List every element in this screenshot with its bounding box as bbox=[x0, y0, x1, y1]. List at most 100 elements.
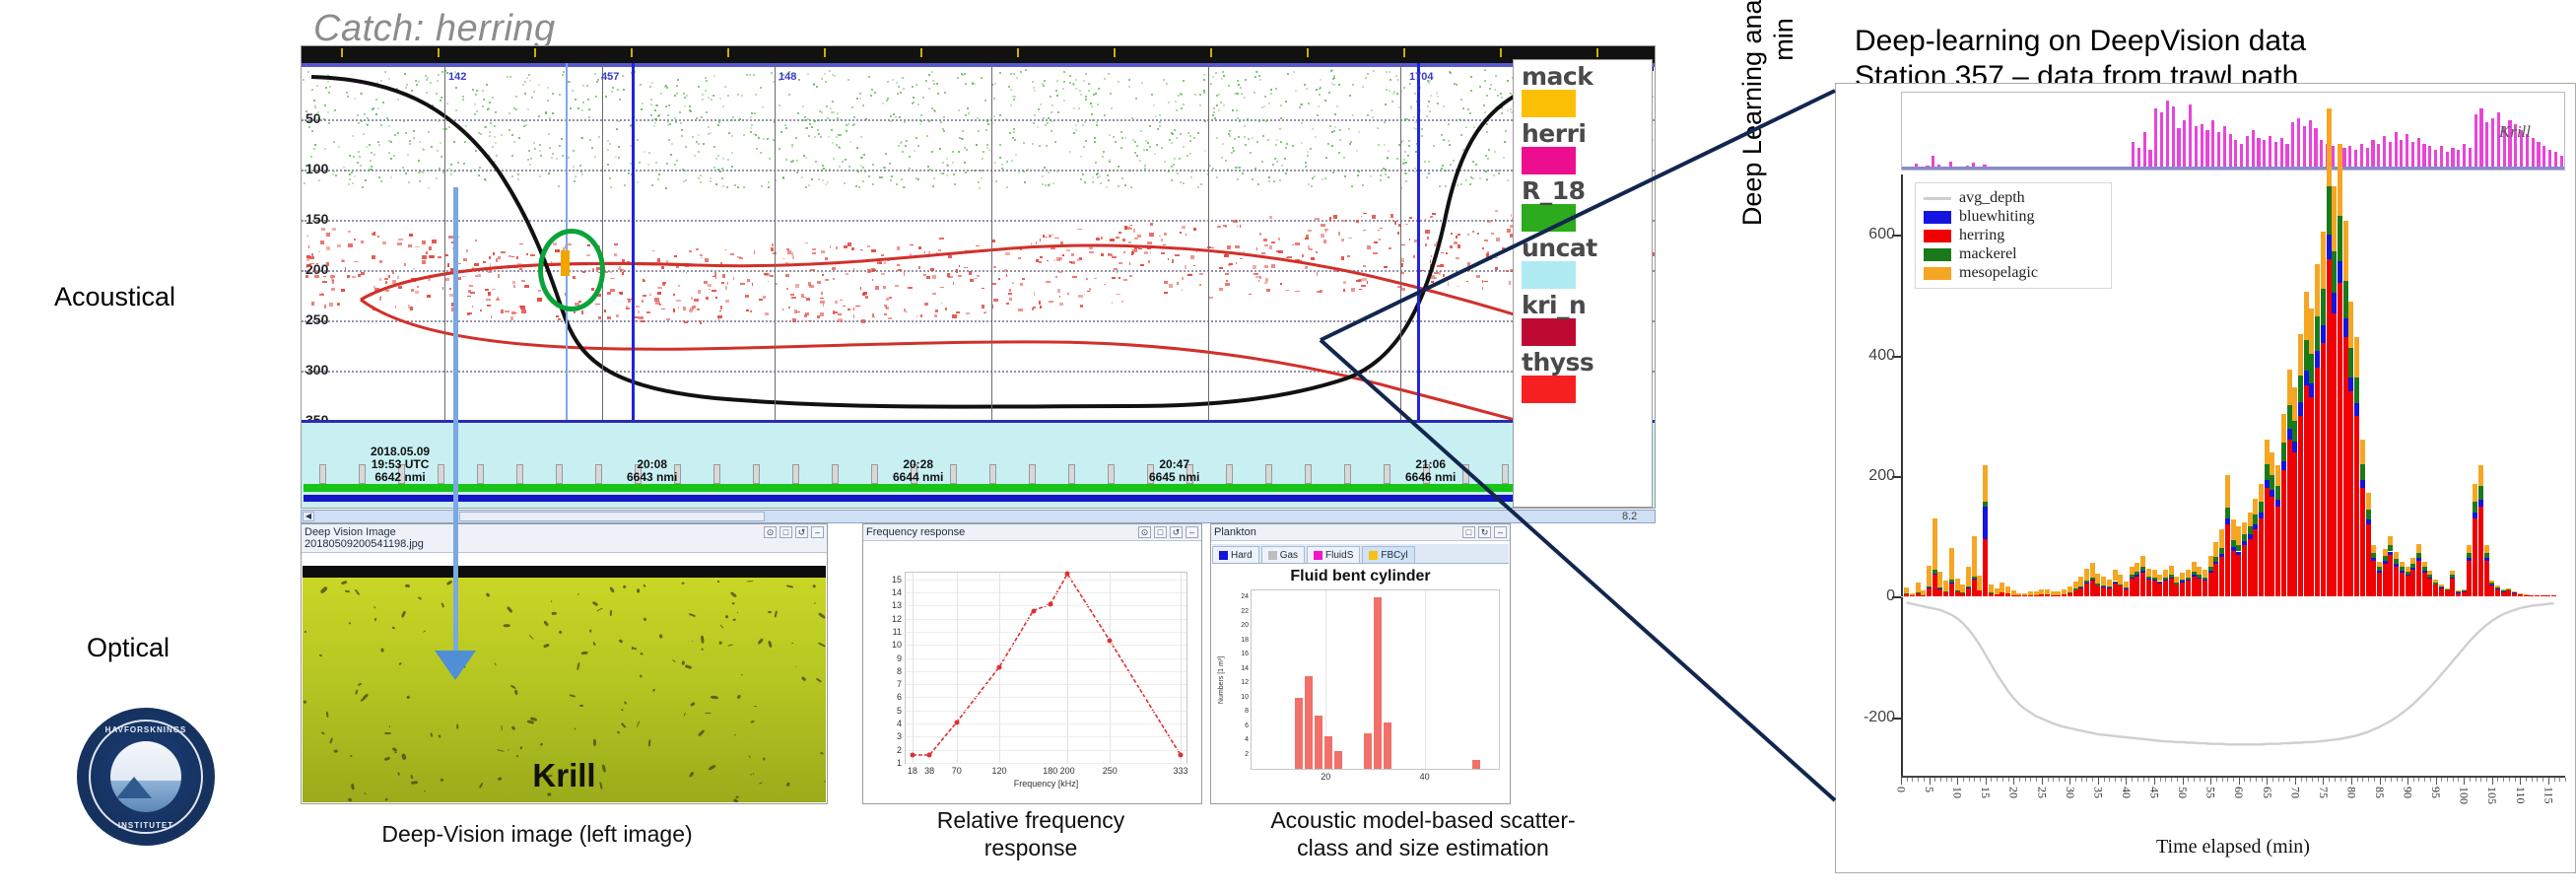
bar-segment-mesopelagic bbox=[2489, 580, 2495, 584]
echogram-legend-item[interactable]: R_18 bbox=[1522, 178, 1652, 232]
x-tick bbox=[2412, 778, 2414, 782]
bar-segment-bluewhiting bbox=[2500, 590, 2506, 592]
krill-strip-bar bbox=[2359, 144, 2363, 170]
echogram-legend-item[interactable]: uncat bbox=[1522, 236, 1652, 289]
window-button-1[interactable]: □ bbox=[1154, 526, 1167, 538]
bar-segment-herring bbox=[2259, 517, 2265, 597]
bar-segment-mackerel bbox=[2145, 576, 2151, 580]
x-tick bbox=[2429, 778, 2431, 782]
bar-segment-mesopelagic bbox=[2000, 582, 2005, 592]
echogram-legend-item[interactable]: herri bbox=[1522, 121, 1652, 174]
plankton-window[interactable]: Plankton □ ↻ – Hard Gas FluidS FBCyl Fluid … bbox=[1210, 523, 1511, 804]
fr-gridline bbox=[906, 723, 1186, 725]
window-button-0[interactable]: ⊙ bbox=[764, 526, 777, 538]
scroll-left-arrow[interactable]: ◀ bbox=[303, 512, 314, 521]
fr-vgridline bbox=[1110, 573, 1112, 763]
bar-segment-herring bbox=[1971, 580, 1977, 597]
bar-segment-herring bbox=[2388, 554, 2394, 597]
bar-segment-mackerel bbox=[2202, 577, 2207, 581]
stacked-bar bbox=[2129, 566, 2135, 597]
bar-segment-herring bbox=[2371, 560, 2377, 597]
bar-segment-bluewhiting bbox=[2303, 370, 2309, 386]
plankton-restore-button[interactable]: ↻ bbox=[1478, 526, 1491, 538]
legend-row-herring[interactable]: herring bbox=[1924, 227, 2103, 244]
window-button-1[interactable]: □ bbox=[780, 526, 792, 538]
plankton-tab-hard[interactable]: Hard bbox=[1212, 546, 1259, 563]
legend-row-bluewhiting[interactable]: bluewhiting bbox=[1924, 208, 2103, 226]
detection-circle bbox=[538, 229, 605, 311]
seabed-hashmark bbox=[1226, 464, 1233, 484]
row-label-acoustical: Acoustical bbox=[54, 282, 176, 311]
plankton-tab-fluids[interactable]: FluidS bbox=[1307, 546, 1361, 563]
legend-row-mesopelagic[interactable]: mesopelagic bbox=[1924, 264, 2103, 282]
legend-row-mackerel[interactable]: mackerel bbox=[1924, 245, 2103, 263]
x-tick bbox=[1979, 778, 1981, 782]
x-tick bbox=[2142, 778, 2144, 782]
krill-strip-bar bbox=[2263, 140, 2267, 170]
bar-segment-mackerel bbox=[2180, 579, 2186, 582]
frequency-response-plot: 1 2 3 4 5 6 7 8 9 10 11 12 13 14 15 18 38 70 120 180 200 250 3… bbox=[892, 571, 1187, 789]
x-tick bbox=[1962, 778, 1964, 782]
depth-gridline bbox=[302, 319, 1655, 322]
window-button-0[interactable]: ⊙ bbox=[1138, 526, 1151, 538]
krill-strip-bar bbox=[2531, 138, 2535, 170]
bar-segment-herring bbox=[2489, 585, 2495, 597]
krill-strip-bar bbox=[2479, 108, 2483, 170]
bar-segment-mackerel bbox=[2264, 464, 2270, 481]
seabed-line bbox=[302, 420, 1655, 423]
fr-data-point bbox=[926, 752, 932, 758]
bar-segment-herring bbox=[2529, 595, 2535, 597]
bar-segment-mesopelagic bbox=[2241, 521, 2247, 534]
plankton-minimize-button[interactable]: – bbox=[1494, 526, 1507, 538]
bar-segment-bluewhiting bbox=[2512, 591, 2518, 593]
bar-segment-mackerel bbox=[2185, 577, 2191, 581]
timestamp-distance: 6642 nmi bbox=[374, 470, 426, 484]
plankton-tab-gas[interactable]: Gas bbox=[1260, 546, 1306, 563]
plankton-y-tick-label: 20 bbox=[1241, 622, 1249, 630]
echogram-legend-item[interactable]: kri_n bbox=[1522, 293, 1652, 346]
x-tick-label: 45 bbox=[2147, 787, 2162, 798]
legend-label: avg_depth bbox=[1959, 189, 2025, 206]
plankton-x-tick-label: 40 bbox=[1419, 772, 1430, 782]
bar-segment-mackerel bbox=[2427, 575, 2433, 578]
legend-swatch bbox=[1924, 229, 1951, 242]
krill-strip-bar bbox=[1932, 156, 1935, 170]
bar-segment-herring bbox=[1932, 575, 1937, 597]
depth-label: 250 bbox=[305, 310, 329, 327]
frequency-response-window-buttons[interactable]: ⊙ □ ↺ – bbox=[1138, 526, 1198, 538]
deep-vision-window[interactable]: Deep Vision Image 20180509200541198.jpg … bbox=[301, 523, 828, 804]
echogram-scrollbar[interactable]: ◀ bbox=[301, 510, 1656, 523]
krill-strip-bar bbox=[2314, 128, 2318, 170]
krill-strip-bar bbox=[2205, 130, 2209, 170]
window-button-2[interactable]: ↺ bbox=[795, 526, 808, 538]
echogram-top-number: 142 bbox=[448, 71, 467, 83]
legend-row-avg_depth[interactable]: avg_depth bbox=[1924, 189, 2103, 207]
echogram-legend-item[interactable]: thyss bbox=[1522, 350, 1652, 403]
scroll-thumb[interactable] bbox=[459, 512, 765, 521]
deep-vision-window-buttons[interactable]: ⊙ □ ↺ – bbox=[764, 526, 824, 538]
bar-segment-herring bbox=[2506, 590, 2512, 597]
frequency-response-window[interactable]: Frequency response ⊙ □ ↺ – 1 2 3 4 5 6 7 8 9 10 11 12 1… bbox=[862, 523, 1202, 804]
echogram-legend-item[interactable]: mack bbox=[1522, 64, 1652, 117]
window-button-2[interactable]: ↺ bbox=[1170, 526, 1183, 538]
plankton-window-buttons[interactable]: □ ↻ – bbox=[1462, 526, 1507, 538]
stacked-bar bbox=[2236, 525, 2242, 597]
x-tick bbox=[2086, 778, 2088, 782]
x-tick bbox=[2300, 778, 2302, 782]
plankton-maximize-button[interactable]: □ bbox=[1462, 526, 1475, 538]
stacked-bar bbox=[1937, 572, 1943, 597]
plankton-tab-fbcyl[interactable]: FBCyl bbox=[1362, 546, 1415, 563]
plankton-y-tick-label: 22 bbox=[1241, 607, 1249, 615]
window-button-3[interactable]: – bbox=[1186, 526, 1198, 538]
plankton-tabs[interactable]: Hard Gas FluidS FBCyl bbox=[1212, 544, 1509, 564]
x-tick bbox=[2503, 778, 2505, 782]
window-button-3[interactable]: – bbox=[811, 526, 824, 538]
echogram-legend-swatch bbox=[1522, 204, 1576, 232]
x-tick bbox=[1929, 778, 1931, 785]
stacked-bar bbox=[1921, 589, 1927, 597]
right-panel-chart[interactable]: Krill -200 0 200 400 600 avg_depth bluewhitin… bbox=[1835, 83, 2576, 873]
bar-segment-herring bbox=[2050, 594, 2056, 597]
bar-segment-herring bbox=[2005, 593, 2011, 597]
